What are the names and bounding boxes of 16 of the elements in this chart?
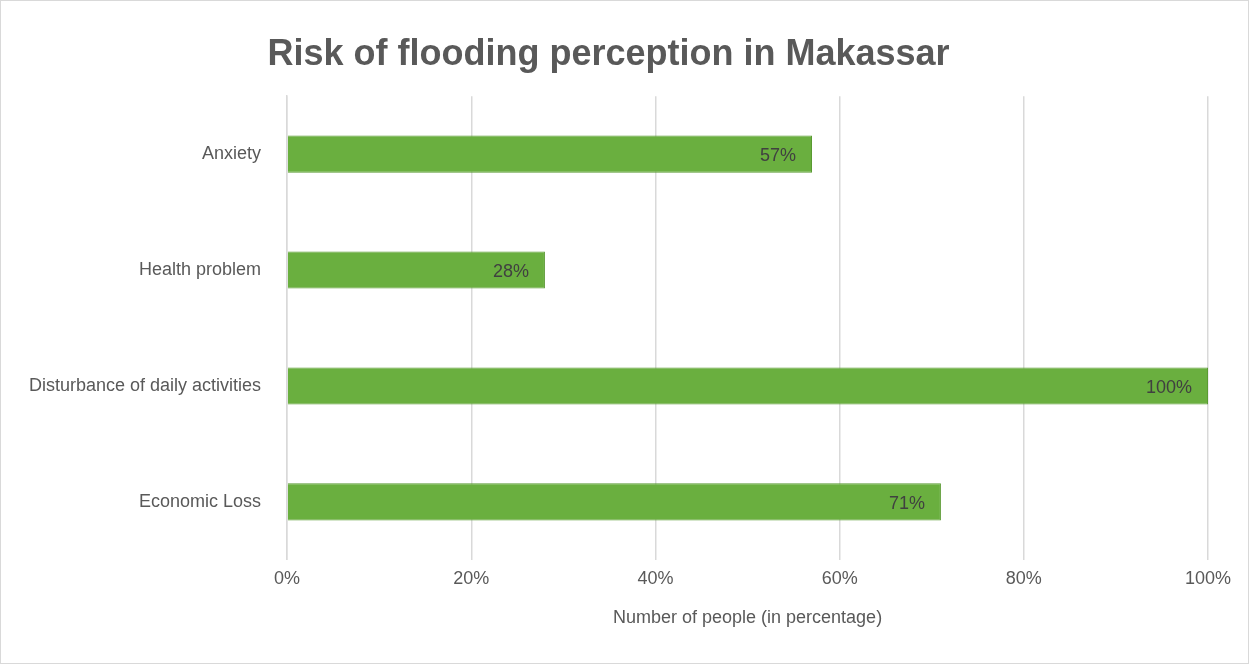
x-axis-title: Number of people (in percentage) xyxy=(612,607,883,628)
data-label: 100% xyxy=(1145,376,1192,397)
chart-title: Risk of flooding perception in Makassar xyxy=(267,31,950,73)
data-label: 57% xyxy=(759,145,797,166)
x-tick-label: 40% xyxy=(637,567,674,588)
x-tick-label: 60% xyxy=(821,567,858,588)
y-tick-label: Anxiety xyxy=(202,143,262,164)
y-tick-label: Health problem xyxy=(139,259,262,280)
data-label: 71% xyxy=(888,492,925,513)
x-tick-label: 100% xyxy=(1184,567,1232,588)
y-tick-label: Economic Loss xyxy=(139,490,262,511)
data-label: 28% xyxy=(492,261,529,282)
x-tick-label: 0% xyxy=(274,567,301,588)
y-tick-label: Disturbance of daily activities xyxy=(28,374,262,395)
x-tick-label: 20% xyxy=(453,567,490,588)
x-tick-label: 80% xyxy=(1005,567,1042,588)
